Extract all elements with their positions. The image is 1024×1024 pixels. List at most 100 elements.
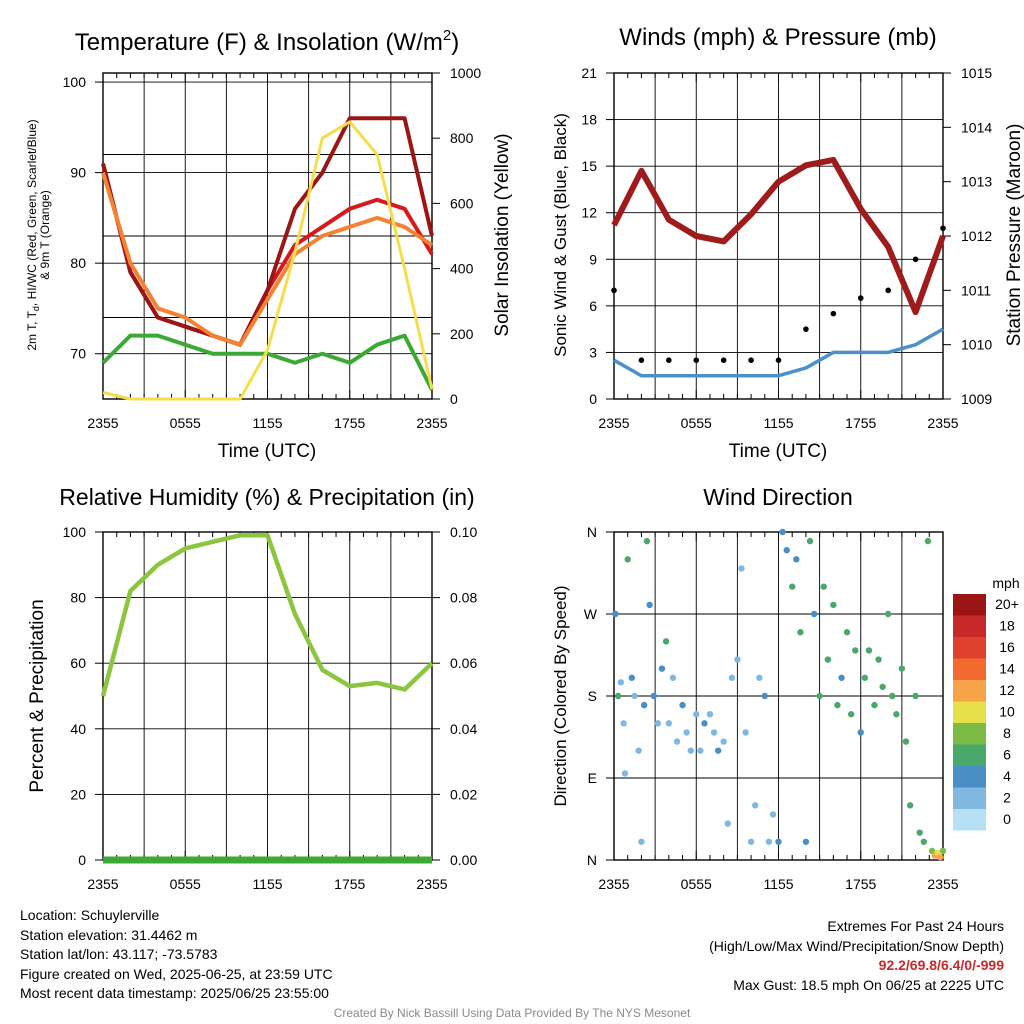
- direction-point: [624, 556, 631, 563]
- legend-label: 2: [1003, 790, 1011, 806]
- legend-swatch: [953, 615, 986, 637]
- temperature-ylabel-left: 2m T, Td, HI/WC (Red, Green, Scarlet/Blu…: [25, 119, 52, 350]
- winds-title: Winds (mph) & Pressure (mb): [619, 24, 936, 51]
- series-pressure: [611, 156, 946, 316]
- direction-point: [875, 656, 882, 663]
- humidity-y2-tick-label: 0.06: [450, 655, 477, 671]
- direction-point: [693, 711, 700, 718]
- humidity-y-tick-label: 0: [78, 852, 86, 868]
- humidity-y2-tick-label: 0.04: [450, 721, 477, 737]
- gust-point: [885, 287, 891, 294]
- winds-y2-tick-label: 1010: [961, 337, 992, 353]
- temperature-x-tick-label: 1155: [252, 415, 282, 431]
- direction-point: [614, 692, 622, 700]
- legend-swatch: [953, 809, 986, 831]
- series-humidity: [100, 533, 434, 697]
- winds-y-tick-label: 6: [589, 298, 597, 314]
- humidity-x-tick-label: 2355: [416, 876, 447, 892]
- legend-swatch: [953, 637, 986, 659]
- direction-point: [889, 692, 896, 700]
- location-text: Location: Schuylerville: [20, 907, 160, 923]
- winds-y2-tick-label: 1012: [961, 228, 992, 244]
- direction-point: [789, 583, 796, 590]
- direction-point: [620, 720, 627, 727]
- direction-x-tick-label: 1755: [845, 876, 876, 892]
- winds-panel: Winds (mph) & Pressure (mb) Time (UTC) S…: [551, 24, 1024, 462]
- direction-point: [793, 556, 800, 563]
- winds-y2-tick-label: 1013: [961, 174, 992, 190]
- humidity-title: Relative Humidity (%) & Precipitation (i…: [59, 484, 474, 510]
- direction-title: Wind Direction: [703, 484, 853, 510]
- station-info: Location: Schuylerville Station elevatio…: [20, 906, 333, 1004]
- latlon-text: Station lat/lon: 43.117; -73.5783: [20, 946, 218, 962]
- legend-label: 8: [1003, 725, 1011, 741]
- winds-ylabel-right: Station Pressure (Maroon): [1004, 124, 1024, 347]
- temperature-xlabel: Time (UTC): [218, 441, 317, 462]
- direction-point: [631, 692, 638, 700]
- winds-y-tick-label: 9: [589, 251, 597, 267]
- direction-point: [701, 720, 708, 727]
- legend-label: 12: [999, 682, 1015, 698]
- direction-point: [879, 683, 886, 691]
- direction-point: [906, 802, 914, 809]
- direction-point: [679, 701, 686, 709]
- legend-label: 16: [999, 639, 1015, 655]
- humidity-y-tick-label: 80: [70, 590, 86, 606]
- direction-point: [865, 647, 873, 654]
- gust-point: [775, 357, 782, 363]
- legend-swatch: [953, 766, 986, 788]
- winds-y2-tick-label: 1011: [961, 282, 991, 298]
- humidity-y2-tick-label: 0.10: [450, 524, 477, 540]
- direction-point: [861, 674, 869, 681]
- extremes-info: Extremes For Past 24 Hours (High/Low/Max…: [709, 917, 1004, 995]
- humidity-ylabel-left: Percent & Precipitation: [27, 599, 48, 792]
- direction-point: [747, 838, 755, 845]
- direction-x-tick-label: 2355: [927, 876, 958, 892]
- elevation-text: Station elevation: 31.4462 m: [20, 926, 198, 943]
- temperature-x-tick-label: 2355: [416, 415, 447, 431]
- direction-point: [734, 656, 741, 663]
- direction-panel: Wind Direction Direction (Colored By Spe…: [551, 484, 1020, 892]
- direction-point: [742, 729, 749, 736]
- direction-point: [779, 528, 786, 536]
- direction-point: [710, 729, 718, 736]
- legend-label: 6: [1003, 747, 1011, 763]
- extremes-title: Extremes For Past 24 Hours: [827, 918, 1004, 934]
- winds-x-tick-label: 1755: [845, 415, 876, 431]
- winds-x-tick-label: 1155: [763, 415, 793, 431]
- direction-point: [654, 720, 662, 727]
- direction-point: [669, 674, 677, 681]
- max-gust-text: Max Gust: 18.5 mph On 06/25 at 2225 UTC: [733, 976, 1004, 993]
- humidity-x-tick-label: 1155: [252, 876, 282, 892]
- direction-point: [638, 838, 645, 845]
- legend-title: mph: [992, 575, 1019, 591]
- direction-x-tick-label: 0555: [681, 876, 712, 892]
- temperature-y2-tick-label: 200: [450, 326, 474, 342]
- winds-y-tick-label: 21: [581, 65, 597, 81]
- gust-point: [638, 357, 645, 363]
- legend-label: 14: [999, 661, 1015, 677]
- direction-point: [816, 692, 823, 700]
- direction-point: [820, 583, 827, 590]
- gust-point: [940, 225, 946, 232]
- svg-text:& 9m T (Orange): & 9m T (Orange): [38, 190, 52, 280]
- direction-point: [738, 565, 745, 572]
- direction-point: [902, 738, 910, 745]
- direction-y-tick-label: N: [587, 852, 597, 868]
- direction-point: [810, 610, 818, 618]
- direction-point: [884, 610, 892, 618]
- legend-swatch: [953, 658, 986, 680]
- direction-point: [939, 847, 947, 855]
- legend-label: 0: [1003, 811, 1011, 827]
- direction-point: [728, 674, 736, 681]
- direction-point: [665, 720, 673, 727]
- temperature-y2-tick-label: 1000: [450, 65, 481, 81]
- legend-swatch: [953, 680, 986, 702]
- humidity-y-tick-label: 20: [70, 786, 86, 802]
- direction-point: [775, 838, 782, 845]
- direction-point: [893, 711, 900, 718]
- direction-point: [640, 701, 648, 709]
- temperature-ylabel-right: Solar Insolation (Yellow): [492, 133, 513, 336]
- direction-x-tick-label: 2355: [598, 876, 629, 892]
- winds-y-tick-label: 15: [581, 158, 597, 174]
